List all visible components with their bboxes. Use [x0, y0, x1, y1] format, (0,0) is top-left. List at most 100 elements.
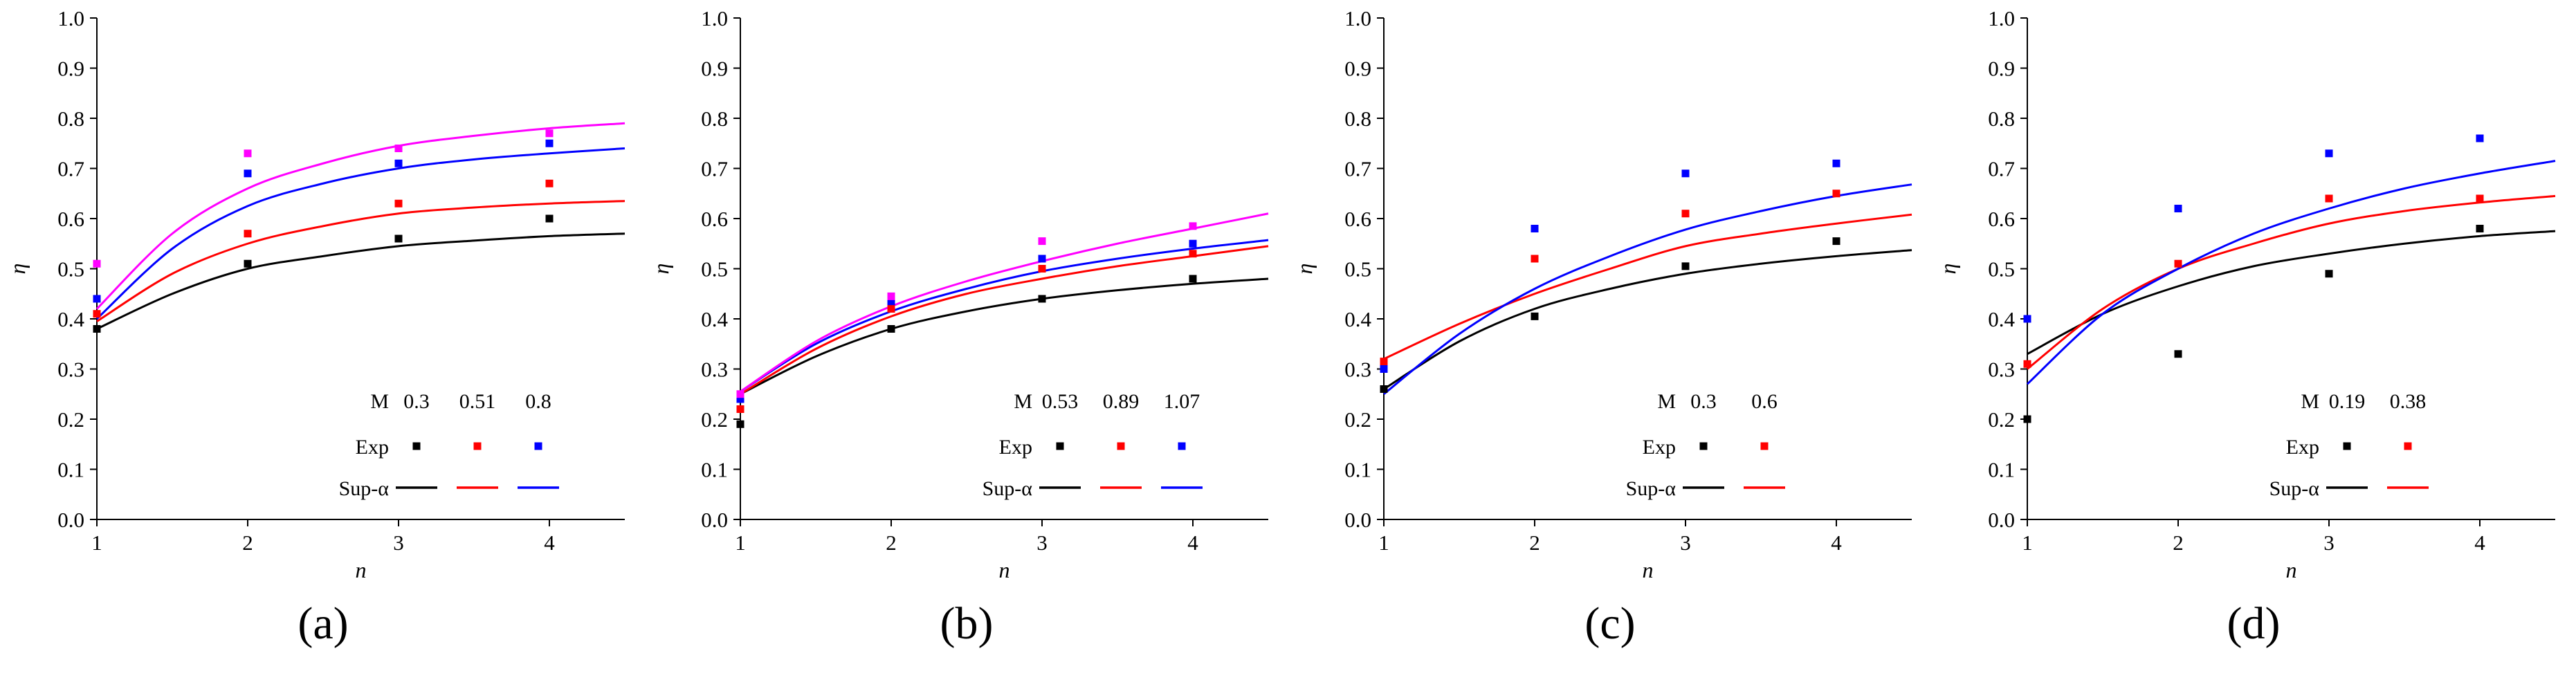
svg-text:0.6: 0.6 [1751, 390, 1778, 413]
exp-points-1 [736, 250, 1197, 413]
svg-text:M: M [370, 390, 389, 413]
svg-text:0.0: 0.0 [1988, 508, 2015, 532]
svg-text:0.4: 0.4 [1344, 307, 1371, 331]
svg-text:3: 3 [1036, 531, 1048, 555]
svg-text:0.8: 0.8 [1344, 107, 1371, 131]
model-line-2 [95, 147, 625, 320]
svg-text:0.5: 0.5 [1988, 257, 2015, 282]
model-line-2 [2026, 160, 2556, 385]
chart-d: 0.0 0.1 0.2 0.3 0.4 0.5 0.6 0.7 0.8 0.9 1.0 1 2 3 4 n η M… [1932, 0, 2575, 588]
svg-text:0.5: 0.5 [1344, 257, 1371, 282]
panel-a: 0.0 0.1 0.2 0.3 0.4 0.5 0.6 0.7 0.8 0.9 1.0 1 2 3 4 n η M… [1, 0, 645, 673]
exp-points-0 [93, 214, 554, 333]
svg-text:0.9: 0.9 [1988, 57, 2015, 81]
svg-text:M: M [1014, 390, 1032, 413]
model-line-0 [96, 232, 625, 330]
svg-text:0.0: 0.0 [57, 508, 84, 532]
model-line-3 [95, 122, 625, 310]
svg-text:1: 1 [735, 531, 746, 555]
model-line-0 [2027, 230, 2556, 356]
svg-text:1: 1 [91, 531, 102, 555]
svg-text:0.8: 0.8 [701, 107, 728, 131]
svg-text:2: 2 [1529, 531, 1540, 555]
panel-b: 0.0 0.1 0.2 0.3 0.4 0.5 0.6 0.7 0.8 0.9 1.0 1 2 3 4 n η M… [645, 0, 1288, 673]
exp-points-2 [2023, 134, 2484, 323]
svg-text:4: 4 [1831, 531, 1842, 555]
svg-text:0.89: 0.89 [1103, 390, 1140, 413]
chart-b: 0.0 0.1 0.2 0.3 0.4 0.5 0.6 0.7 0.8 0.9 1.0 1 2 3 4 n η M… [645, 0, 1288, 588]
caption-b: (b) [940, 598, 994, 649]
svg-text:0.1: 0.1 [1344, 458, 1371, 482]
exp-points-2 [1380, 159, 1840, 373]
exp-points-0 [2023, 225, 2484, 423]
exp-points-1 [2023, 194, 2484, 368]
caption-d: (d) [2227, 598, 2281, 649]
svg-text:0.3: 0.3 [701, 358, 728, 382]
svg-text:0.3: 0.3 [57, 358, 84, 382]
svg-text:0.9: 0.9 [701, 57, 728, 81]
svg-text:1.0: 1.0 [57, 6, 84, 30]
x-axis-label: n [1643, 557, 1654, 582]
svg-text:2: 2 [2173, 531, 2184, 555]
model-line-0 [740, 277, 1269, 396]
model-line-0 [1383, 249, 1912, 390]
svg-text:0.1: 0.1 [57, 458, 84, 482]
svg-text:0.6: 0.6 [1344, 207, 1371, 231]
svg-text:Sup-α: Sup-α [339, 477, 390, 500]
svg-text:4: 4 [1187, 531, 1198, 555]
svg-text:Exp: Exp [2286, 436, 2319, 459]
svg-text:3: 3 [393, 531, 404, 555]
y-axis-label: η [1935, 264, 1960, 275]
svg-text:0.4: 0.4 [57, 307, 84, 331]
model-line-1 [740, 245, 1269, 396]
svg-text:0.3: 0.3 [1988, 358, 2015, 382]
model-line-2 [740, 239, 1269, 393]
svg-text:Sup-α: Sup-α [1626, 477, 1677, 500]
svg-text:0.53: 0.53 [1042, 390, 1079, 413]
legend: M 0.53 0.89 1.07 Exp Sup-α [983, 390, 1203, 500]
svg-text:M: M [1657, 390, 1676, 413]
exp-points-0 [1380, 237, 1840, 393]
svg-text:0.6: 0.6 [57, 207, 84, 231]
exp-points-2 [736, 239, 1197, 403]
svg-text:1.0: 1.0 [1344, 6, 1371, 30]
svg-text:0.7: 0.7 [701, 157, 728, 181]
svg-text:0.6: 0.6 [701, 207, 728, 231]
panel-d: 0.0 0.1 0.2 0.3 0.4 0.5 0.6 0.7 0.8 0.9 1.0 1 2 3 4 n η M… [1932, 0, 2575, 673]
chart-c: 0.0 0.1 0.2 0.3 0.4 0.5 0.6 0.7 0.8 0.9 1.0 1 2 3 4 n η M… [1288, 0, 1932, 588]
exp-points-1 [93, 179, 554, 318]
y-axis-label: η [5, 264, 30, 275]
svg-text:4: 4 [544, 531, 555, 555]
x-axis-label: n [2286, 557, 2297, 582]
exp-points-1 [1380, 190, 1840, 366]
svg-text:0.9: 0.9 [1344, 57, 1371, 81]
svg-text:0.6: 0.6 [1988, 207, 2015, 231]
model-line-1 [2027, 194, 2556, 370]
axes: 0.0 0.1 0.2 0.3 0.4 0.5 0.6 0.7 0.8 0.9 1.0 1 2 3 4 [701, 6, 1268, 555]
x-axis-label: n [999, 557, 1010, 582]
svg-text:4: 4 [2474, 531, 2485, 555]
svg-text:2: 2 [242, 531, 253, 555]
model-line-2 [1383, 183, 1912, 395]
legend: M 0.3 0.6 Exp Sup-α [1626, 390, 1785, 500]
svg-text:0.2: 0.2 [701, 407, 728, 432]
svg-text:3: 3 [2323, 531, 2335, 555]
x-axis-label: n [356, 557, 367, 582]
axes: 0.0 0.1 0.2 0.3 0.4 0.5 0.6 0.7 0.8 0.9 1.0 1 2 3 4 [1988, 6, 2555, 555]
svg-text:0.9: 0.9 [57, 57, 84, 81]
y-axis-label: η [648, 264, 673, 275]
svg-text:1: 1 [1378, 531, 1389, 555]
legend: M 0.19 0.38 Exp Sup-α [2269, 390, 2429, 500]
model-line-1 [1383, 213, 1912, 360]
svg-text:0.7: 0.7 [57, 157, 84, 181]
exp-points-2 [93, 139, 554, 303]
chart-a: 0.0 0.1 0.2 0.3 0.4 0.5 0.6 0.7 0.8 0.9 1.0 1 2 3 4 n η M… [1, 0, 645, 588]
model-line-3 [740, 212, 1269, 393]
svg-text:0.8: 0.8 [57, 107, 84, 131]
legend: M 0.3 0.51 0.8 Exp Sup-α [339, 390, 559, 500]
svg-text:0.7: 0.7 [1344, 157, 1371, 181]
svg-text:0.5: 0.5 [701, 257, 728, 282]
svg-text:2: 2 [886, 531, 897, 555]
svg-text:0.3: 0.3 [403, 390, 430, 413]
svg-text:0.1: 0.1 [701, 458, 728, 482]
